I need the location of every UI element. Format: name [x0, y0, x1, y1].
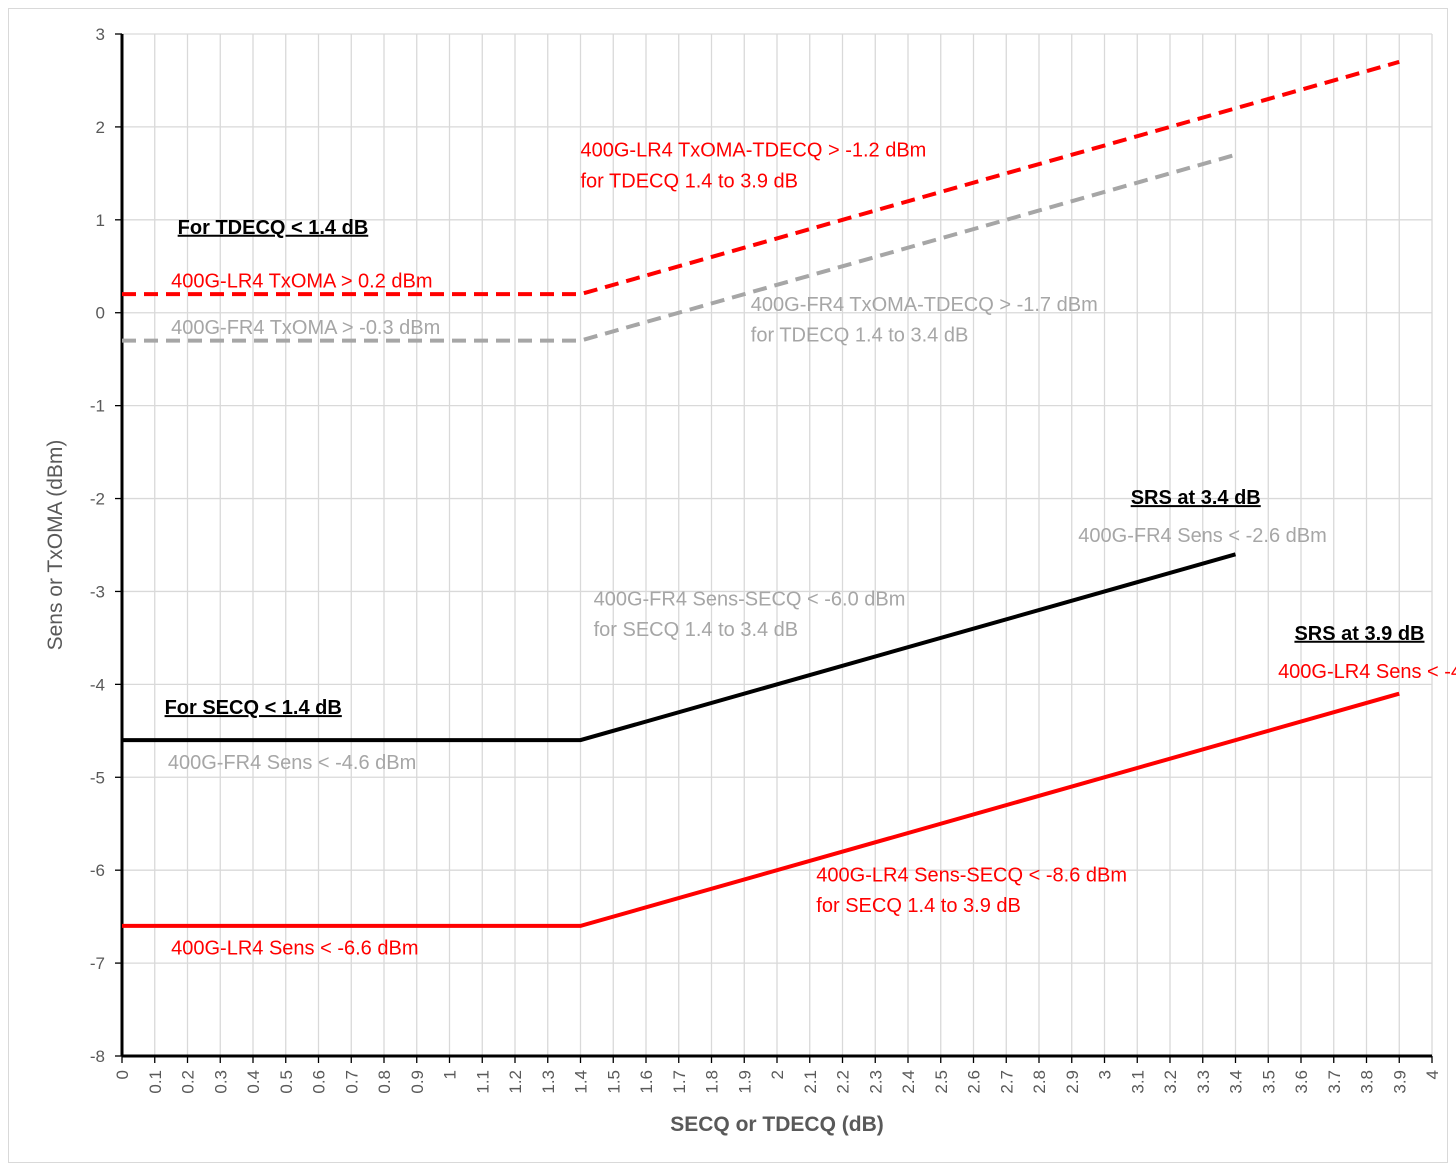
x-tick-label: 1.8 [703, 1070, 722, 1094]
annotation-label: 400G-FR4 Sens < -4.6 dBm [168, 752, 416, 774]
x-tick-label: 0.5 [277, 1070, 296, 1094]
x-tick-label: 1.3 [539, 1070, 558, 1094]
x-tick-label: 0.1 [146, 1070, 165, 1094]
chart-container [8, 8, 1448, 1163]
x-tick-label: 0.7 [342, 1070, 361, 1094]
x-tick-label: 3.7 [1325, 1070, 1344, 1094]
annotation-label: 400G-LR4 Sens < -4.1 dBm [1278, 661, 1456, 683]
x-tick-label: 3.6 [1292, 1070, 1311, 1094]
x-tick-label: 1.2 [506, 1070, 525, 1094]
x-tick-label: 3.3 [1194, 1070, 1213, 1094]
annotation-label: 400G-LR4 TxOMA > 0.2 dBm [171, 271, 432, 293]
x-tick-label: 0.4 [244, 1070, 263, 1094]
x-tick-label: 3.2 [1161, 1070, 1180, 1094]
y-tick-label: -6 [90, 861, 105, 880]
series-line-4 [122, 691, 1400, 928]
x-tick-label: 1.7 [670, 1070, 689, 1094]
x-tick-label: 2.7 [997, 1070, 1016, 1094]
x-tick-label: 2.5 [932, 1070, 951, 1094]
series-line-2 [122, 152, 1237, 343]
y-tick-label: -3 [90, 582, 105, 601]
x-tick-label: 3.4 [1227, 1070, 1246, 1094]
x-tick-label: 0.2 [179, 1070, 198, 1094]
annotation-label: 400G-FR4 Sens-SECQ < -6.0 dBm [594, 588, 906, 610]
x-tick-label: 2.4 [899, 1070, 918, 1094]
annotation-label: 400G-FR4 TxOMA > -0.3 dBm [171, 317, 440, 339]
annotation-label: 400G-FR4 Sens < -2.6 dBm [1078, 525, 1326, 547]
x-tick-label: 1.5 [604, 1070, 623, 1094]
annotation-label: for TDECQ 1.4 to 3.4 dB [751, 325, 969, 347]
x-tick-label: 2 [768, 1070, 787, 1079]
x-tick-label: 1.1 [473, 1070, 492, 1094]
annotation-label: For SECQ < 1.4 dB [165, 697, 342, 719]
annotation-label: 400G-FR4 TxOMA-TDECQ > -1.7 dBm [751, 294, 1098, 316]
x-tick-label: 0.3 [211, 1070, 230, 1094]
annotation-layer: 400G-LR4 TxOMA-TDECQ > -1.2 dBm for TDECQ… [165, 140, 1456, 960]
annotation-label: SRS at 3.4 dB [1131, 487, 1261, 509]
y-tick-label: -8 [90, 1047, 105, 1066]
y-tick-label: -1 [90, 397, 105, 416]
annotation-label: for SECQ 1.4 to 3.9 dB [816, 895, 1021, 917]
y-tick-label: 3 [96, 25, 105, 44]
axes-layer [115, 33, 1433, 1063]
series-line-1 [122, 59, 1400, 297]
annotation-label: SRS at 3.9 dB [1294, 623, 1424, 645]
x-tick-label: 0.9 [408, 1070, 427, 1094]
x-tick-label: 3.9 [1390, 1070, 1409, 1094]
y-tick-label: -5 [90, 768, 105, 787]
x-tick-label: 1.9 [735, 1070, 754, 1094]
annotation-label: 400G-LR4 Sens < -6.6 dBm [171, 938, 418, 960]
x-tick-label: 2.2 [834, 1070, 853, 1094]
x-tick-label: 1.4 [572, 1070, 591, 1094]
x-tick-label: 0 [113, 1070, 132, 1079]
y-tick-label: 0 [96, 304, 105, 323]
x-tick-label: 2.3 [866, 1070, 885, 1094]
annotation-label: For TDECQ < 1.4 dB [178, 217, 369, 239]
y-tick-label: 1 [96, 211, 105, 230]
x-tick-label: 4 [1423, 1070, 1442, 1079]
x-tick-label: 1 [441, 1070, 460, 1079]
y-tick-label: -7 [90, 954, 105, 973]
x-tick-label: 2.1 [801, 1070, 820, 1094]
annotation-label: 400G-LR4 TxOMA-TDECQ > -1.2 dBm [581, 140, 927, 162]
series-line-3 [122, 552, 1237, 743]
y-tick-label: 2 [96, 118, 105, 137]
annotation-label: 400G-LR4 Sens-SECQ < -8.6 dBm [816, 864, 1127, 886]
x-axis-title: SECQ or TDECQ (dB) [670, 1113, 884, 1136]
x-tick-label: 3.1 [1128, 1070, 1147, 1094]
y-axis-title: Sens or TxOMA (dBm) [44, 440, 67, 651]
x-tick-label: 2.9 [1063, 1070, 1082, 1094]
x-tick-label: 2.6 [965, 1070, 984, 1094]
y-tick-label: -4 [90, 675, 105, 694]
ticks-layer: 0 0.1 0.2 0.3 0.4 0.5 0.6 0.7 0.8 0.9 1 1.1 1.2 1.3 1.… [90, 25, 1442, 1094]
grid-layer [122, 33, 1433, 1056]
annotation-label: for SECQ 1.4 to 3.4 dB [594, 619, 799, 641]
x-tick-label: 3.5 [1259, 1070, 1278, 1094]
series-layer [122, 59, 1400, 928]
annotation-label: for TDECQ 1.4 to 3.9 dB [581, 170, 799, 192]
x-tick-label: 0.6 [310, 1070, 329, 1094]
x-tick-label: 0.8 [375, 1070, 394, 1094]
x-tick-label: 3.8 [1358, 1070, 1377, 1094]
x-tick-label: 2.8 [1030, 1070, 1049, 1094]
x-tick-label: 1.6 [637, 1070, 656, 1094]
y-tick-label: -2 [90, 490, 105, 509]
x-tick-label: 3 [1096, 1070, 1115, 1079]
